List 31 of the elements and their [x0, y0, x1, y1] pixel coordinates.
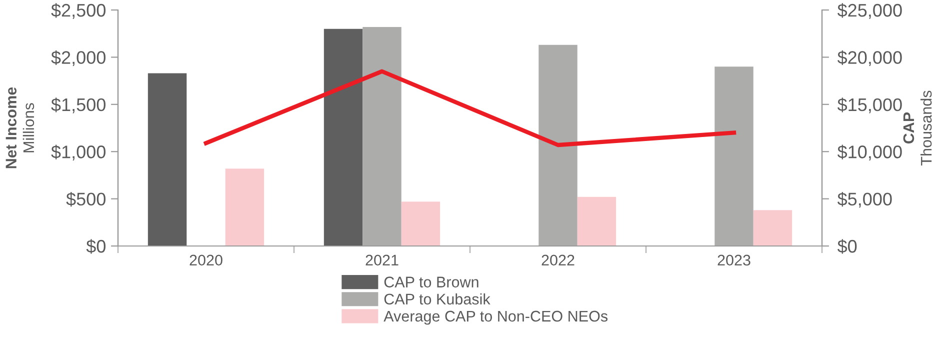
y-tick-label: $0: [86, 239, 106, 254]
y2-tick-label: $0: [837, 239, 857, 254]
y2-tick-label: $25,000: [837, 3, 902, 19]
y-tick-label: $1,500: [51, 98, 106, 114]
y-tick-label: $1,000: [51, 144, 106, 160]
y2-tick-label: $15,000: [837, 98, 902, 114]
bar: [148, 73, 187, 246]
bar: [225, 168, 264, 246]
x-tick-label: 2020: [190, 254, 222, 266]
bar: [577, 196, 616, 246]
y-tick-label: $2,000: [51, 50, 106, 66]
y2-tick-label: $10,000: [837, 144, 902, 160]
y2-axis-title: CAP Thousands: [903, 90, 932, 166]
legend-label: CAP to Kubasik: [384, 293, 490, 305]
bar: [538, 44, 578, 246]
bar: [362, 26, 402, 246]
x-tick-label: 2022: [542, 254, 574, 266]
bar: [714, 66, 754, 246]
legend-label: Average CAP to Non-CEO NEOs: [384, 310, 608, 325]
bar: [401, 202, 440, 246]
x-tick-label: 2023: [718, 254, 750, 266]
y-tick-label: $500: [66, 192, 106, 207]
y2-tick-label: $5,000: [837, 192, 892, 208]
y2-tick-label: $20,000: [837, 50, 902, 66]
bar: [753, 210, 792, 246]
x-tick-label: 2021: [366, 254, 398, 266]
legend-label: CAP to Brown: [384, 276, 478, 288]
bar: [324, 28, 363, 246]
y-tick-label: $2,500: [51, 3, 106, 19]
y-axis-title: Net Income Millions: [6, 87, 34, 168]
line-series: [204, 69, 736, 148]
